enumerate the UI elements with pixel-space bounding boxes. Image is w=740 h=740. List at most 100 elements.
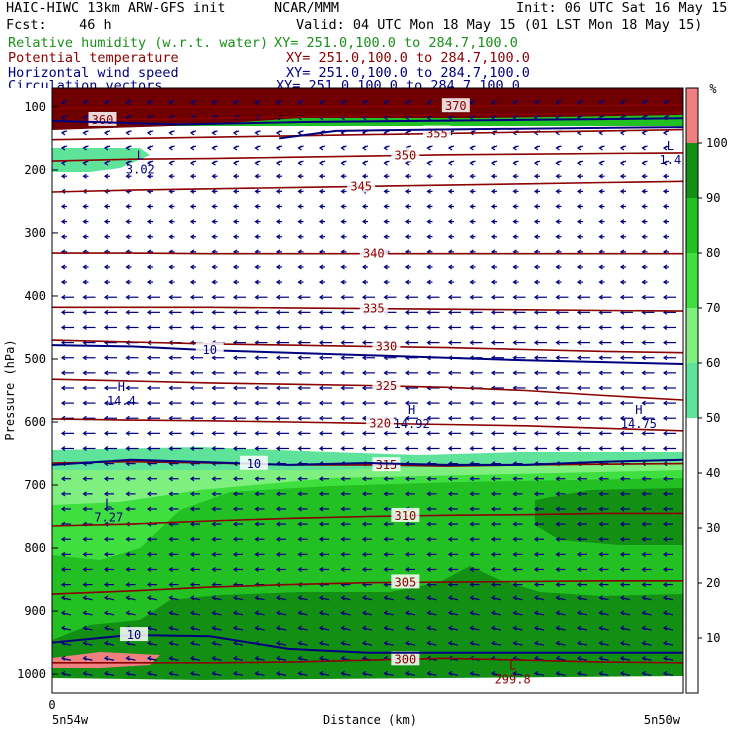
circulation-vector bbox=[447, 640, 459, 646]
theta-contour-line bbox=[52, 460, 683, 467]
circulation-vector bbox=[404, 610, 416, 616]
circulation-vector bbox=[426, 100, 433, 106]
circulation-vector bbox=[662, 340, 676, 346]
circulation-vector bbox=[275, 445, 289, 451]
circulation-vector bbox=[60, 670, 72, 676]
circulation-vector bbox=[533, 491, 544, 497]
circulation-vector bbox=[447, 203, 454, 209]
circulation-vector bbox=[82, 670, 93, 676]
circulation-vector bbox=[275, 430, 289, 436]
circulation-vector bbox=[447, 309, 461, 315]
circulation-vector bbox=[189, 355, 203, 361]
circulation-vector bbox=[254, 476, 265, 482]
circulation-vector bbox=[146, 655, 158, 661]
circulation-vector bbox=[275, 640, 287, 646]
circulation-vector bbox=[340, 551, 351, 557]
circulation-vector bbox=[82, 640, 93, 646]
theta-contour-label-bg bbox=[359, 300, 388, 315]
wind-contours: 10 10 10 bbox=[52, 117, 683, 654]
circulation-vector bbox=[512, 476, 523, 482]
circulation-vector bbox=[512, 521, 523, 527]
circulation-vector bbox=[662, 203, 669, 209]
circulation-vector bbox=[340, 670, 351, 676]
circulation-vector bbox=[254, 595, 265, 601]
circulation-vector bbox=[275, 491, 286, 497]
circulation-vector bbox=[103, 476, 114, 482]
circulation-vector bbox=[490, 595, 502, 601]
y-axis: 100 200 300 400 500 600 700 800 900 1000 bbox=[17, 100, 58, 681]
circulation-vector bbox=[641, 340, 655, 346]
circulation-vector bbox=[426, 219, 433, 225]
circulation-vector bbox=[383, 219, 390, 225]
circulation-vector bbox=[404, 324, 418, 330]
circulation-vector bbox=[146, 145, 154, 151]
circulation-vector bbox=[426, 294, 440, 300]
circulation-vector bbox=[146, 430, 160, 436]
circulation-vector bbox=[576, 521, 587, 527]
circulation-vector bbox=[211, 355, 225, 361]
circulation-vector bbox=[232, 309, 246, 315]
circulation-vector bbox=[469, 595, 480, 601]
circulation-vector bbox=[297, 130, 304, 136]
circulation-vector bbox=[318, 655, 330, 661]
circulation-vector bbox=[125, 324, 139, 330]
circulation-vector bbox=[361, 506, 372, 512]
circulation-vector bbox=[340, 160, 347, 166]
circulation-vector bbox=[297, 400, 311, 406]
extremum-value: 299.8 bbox=[495, 672, 531, 686]
circulation-vector bbox=[361, 234, 368, 240]
circulation-vector bbox=[490, 115, 498, 121]
circulation-vector bbox=[576, 491, 587, 497]
circulation-vector bbox=[103, 655, 115, 661]
circulation-vector bbox=[297, 188, 304, 194]
theta-contour-label: 330 bbox=[376, 340, 398, 354]
circulation-vector bbox=[232, 655, 244, 661]
circulation-vector bbox=[211, 566, 222, 572]
init-time: Init: 06 UTC Sat 16 May 15 bbox=[516, 0, 728, 16]
circulation-vector bbox=[555, 309, 569, 315]
circulation-vector bbox=[340, 430, 354, 436]
circulation-vector bbox=[555, 670, 566, 676]
circulation-vector bbox=[641, 370, 655, 376]
circulation-vector bbox=[297, 491, 308, 497]
circulation-vector bbox=[232, 219, 239, 225]
field-xy-vectors: XY= 251.0,100.0 to 284.7,100.0 bbox=[276, 79, 520, 88]
circulation-vector bbox=[662, 294, 676, 300]
circulation-vector bbox=[447, 491, 458, 497]
circulation-vector bbox=[189, 160, 197, 166]
circulation-vector bbox=[447, 400, 461, 406]
circulation-vector bbox=[318, 340, 332, 346]
circulation-vector bbox=[555, 294, 569, 300]
circulation-vector bbox=[168, 610, 179, 616]
circulation-vector bbox=[383, 430, 397, 436]
circulation-vector bbox=[82, 476, 93, 482]
circulation-vector bbox=[254, 188, 261, 194]
circulation-vector bbox=[598, 445, 612, 451]
circulation-vector bbox=[404, 415, 418, 421]
circulation-vector bbox=[447, 551, 458, 557]
circulation-vector bbox=[60, 536, 71, 542]
circulation-vector bbox=[103, 582, 114, 588]
circulation-vector bbox=[82, 445, 96, 451]
circulation-vector bbox=[533, 188, 540, 194]
circulation-vector bbox=[426, 551, 437, 557]
wind-contour-label-bg bbox=[239, 455, 268, 470]
circulation-vector bbox=[576, 415, 590, 421]
circulation-vector bbox=[103, 355, 117, 361]
circulation-vector bbox=[60, 370, 74, 376]
circulation-vector bbox=[146, 551, 157, 557]
circulation-vector bbox=[340, 203, 347, 209]
circulation-vector bbox=[168, 385, 182, 391]
circulation-vector bbox=[103, 279, 110, 285]
circulation-vector bbox=[533, 385, 547, 391]
circulation-vector bbox=[383, 203, 390, 209]
circulation-vector bbox=[576, 655, 588, 661]
circulation-vector bbox=[168, 355, 182, 361]
circulation-vector bbox=[103, 294, 117, 300]
circulation-vector bbox=[490, 203, 497, 209]
circulation-vector bbox=[619, 625, 631, 631]
x-left-label: 5n54w bbox=[52, 713, 89, 727]
circulation-vector bbox=[598, 100, 605, 106]
circulation-vector bbox=[383, 188, 390, 194]
circulation-vector bbox=[82, 173, 89, 179]
